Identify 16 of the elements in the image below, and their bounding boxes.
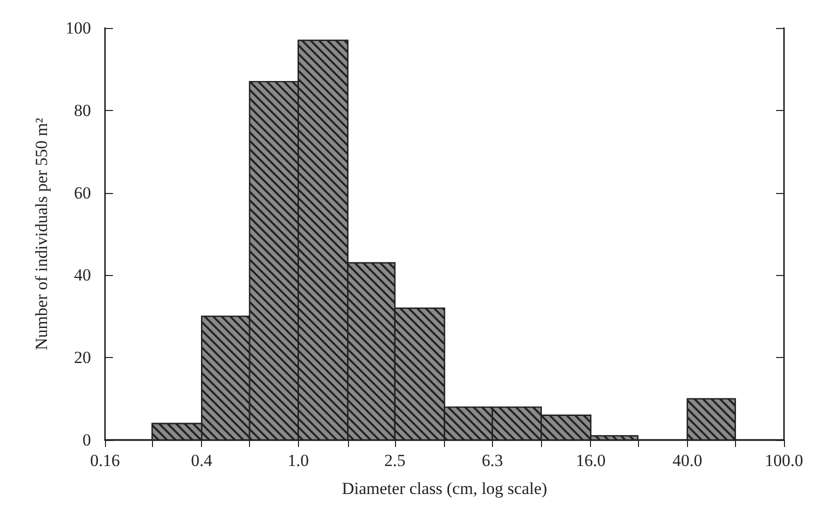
y-tick-label: 0 xyxy=(82,430,91,450)
x-tick-label: 0.4 xyxy=(191,451,213,470)
x-tick-label: 40.0 xyxy=(672,451,702,470)
y-tick-label: 40 xyxy=(74,266,91,285)
y-tick-label: 80 xyxy=(74,100,91,120)
y-tick-label: 100 xyxy=(66,18,91,38)
x-tick-label: 100.0 xyxy=(764,451,804,470)
x-tick-label: 6.3 xyxy=(482,451,504,470)
x-tick-label: 2.5 xyxy=(384,451,406,470)
x-tick-label: 0.16 xyxy=(90,451,120,470)
x-tick-label: 1.0 xyxy=(288,451,309,470)
y-axis-title: Number of individuals per 550 m² xyxy=(32,118,51,350)
x-tick-label: 16.0 xyxy=(576,451,606,470)
y-tick-label: 60 xyxy=(74,183,91,202)
y-tick-label: 20 xyxy=(74,348,91,368)
x-axis-title: Diameter class (cm, log scale) xyxy=(342,479,548,498)
